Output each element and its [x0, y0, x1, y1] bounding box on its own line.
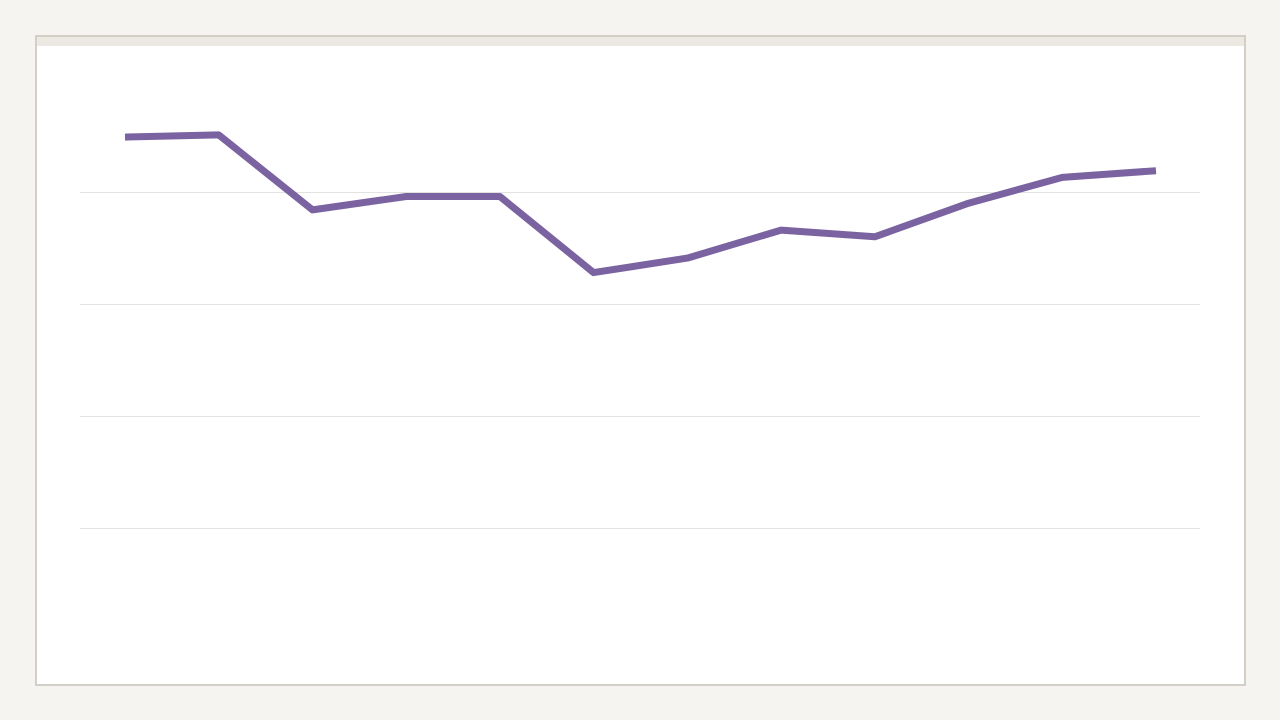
gridlines	[80, 192, 1200, 529]
chart-card	[35, 35, 1246, 686]
series-layer	[124, 131, 1157, 277]
card-top-bar	[37, 37, 1244, 46]
series-line-0	[124, 131, 1157, 277]
